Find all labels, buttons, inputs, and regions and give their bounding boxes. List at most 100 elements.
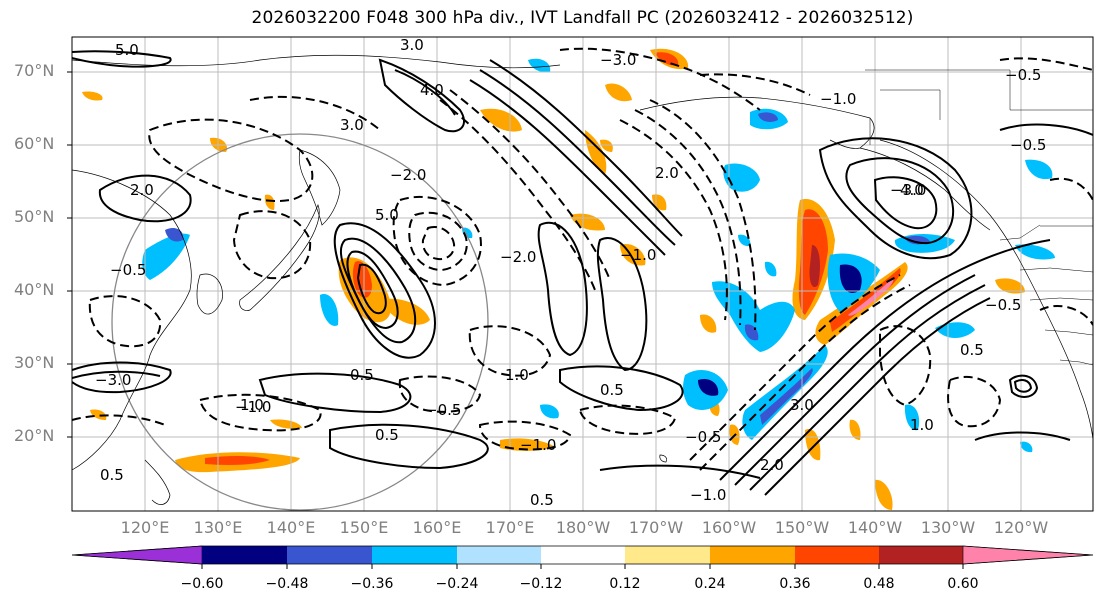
contour-positive <box>764 297 991 496</box>
lon-label-120e: 120°E <box>120 518 170 537</box>
shade-cyan-region <box>320 294 339 326</box>
contour-label: −0.5 <box>1010 136 1046 154</box>
contour-positive <box>873 176 938 230</box>
shade-blue-region <box>165 228 184 242</box>
colorbar-tick-label: 0.60 <box>947 576 979 592</box>
border-line <box>1029 297 1093 301</box>
contour-negative <box>699 73 811 96</box>
coastline-korea <box>196 273 223 315</box>
colorbar-bin <box>457 546 541 564</box>
contour-label: 2.0 <box>655 164 679 182</box>
contour-positive <box>258 372 412 414</box>
colorbar-bin <box>541 546 625 564</box>
colorbar-bin <box>372 546 457 564</box>
political-borders <box>865 69 1093 366</box>
coastline-alaska <box>639 96 875 149</box>
border-line <box>1044 329 1093 336</box>
contour-positive <box>749 284 986 491</box>
shade-cyan-region <box>142 233 190 280</box>
contour-label: −3.0 <box>95 371 131 389</box>
colorbar-ticks <box>201 564 964 569</box>
contour-label: 0.5 <box>530 491 554 509</box>
contour-positive <box>719 239 1051 481</box>
contour-negative <box>468 325 552 377</box>
contour-label: −2.0 <box>390 166 426 184</box>
contour-negative <box>439 99 596 291</box>
contour-negative <box>88 295 162 348</box>
contour-negative <box>634 109 742 326</box>
shade-blue-region <box>758 112 778 122</box>
contour-positive <box>479 69 676 246</box>
shade-red-region <box>352 261 372 298</box>
shade-orange-region <box>652 194 667 211</box>
coastline-japan <box>239 204 320 311</box>
colorbar-tick-label: −0.12 <box>519 576 563 592</box>
shade-orange-region <box>849 419 861 440</box>
shade-orange-region <box>480 108 522 132</box>
colorbar <box>71 545 1094 569</box>
colorbar-tick-label: 0.12 <box>609 576 641 592</box>
shade-orange-region <box>264 194 275 210</box>
colorbar-bin <box>625 546 710 564</box>
contour-negative <box>947 375 1002 428</box>
border-line <box>1019 267 1093 273</box>
shade-orange-region <box>90 409 107 420</box>
coastline-kamchatka <box>298 149 341 226</box>
contour-negative <box>578 404 677 435</box>
contour-negative <box>619 119 728 321</box>
contour-positive <box>469 79 666 256</box>
colorbar-tick-label: −0.60 <box>180 576 224 592</box>
contour-negative <box>249 95 381 131</box>
colorbar-tick-label: 0.24 <box>694 576 726 592</box>
map-frame <box>71 36 1094 512</box>
lon-label-160w: 160°W <box>701 518 757 537</box>
lon-label-160e: 160°E <box>412 518 462 537</box>
contour-label: 1.0 <box>505 366 529 384</box>
contour-positive <box>72 361 172 394</box>
lon-label-170w: 170°W <box>628 518 684 537</box>
lat-ticks <box>67 71 72 438</box>
map-plot-area: −3.0 −3.0 −3.0 −2.0 −2.0 −1.0 −1.0 −1.0 … <box>72 37 1093 511</box>
lon-label-130e: 130°E <box>193 518 243 537</box>
shade-orange-region <box>605 83 632 102</box>
colorbar-bin <box>202 546 287 564</box>
border-line <box>999 224 1041 241</box>
contour-label: 0.5 <box>375 426 399 444</box>
shade-pink-region <box>848 278 894 316</box>
border-line <box>865 69 1093 111</box>
contour-label: −1.0 <box>820 90 856 108</box>
contour-label: 5.0 <box>375 206 399 224</box>
shade-cyan-region <box>1015 244 1055 260</box>
contour-negative <box>1039 305 1093 326</box>
contour-label: 4.0 <box>420 81 444 99</box>
contour-label: −1.0 <box>520 436 556 454</box>
contour-positive <box>999 123 1093 136</box>
lat-label-70n: 70°N <box>14 61 55 80</box>
colorbar-bin <box>879 546 963 564</box>
contour-label: −3.0 <box>600 51 636 69</box>
lat-label-60n: 60°N <box>14 134 55 153</box>
contour-negative <box>72 414 166 426</box>
contour-label: −2.0 <box>500 248 536 266</box>
shade-cyan-region <box>540 404 559 419</box>
colorbar-tick-label: −0.24 <box>435 576 479 592</box>
coastline-north-america <box>879 139 1093 441</box>
contour-positive <box>537 222 588 357</box>
contour-label: 1.0 <box>240 396 264 414</box>
contour-negative <box>478 420 572 451</box>
colorbar-tick-label: 0.48 <box>863 576 895 592</box>
colorbar-tick-label: 0.36 <box>779 576 811 592</box>
contour-label: 3.0 <box>340 116 364 134</box>
lon-label-120w: 120°W <box>993 518 1049 537</box>
range-circle <box>111 133 489 511</box>
contour-label: 3.0 <box>790 396 814 414</box>
contour-negative <box>421 226 456 261</box>
contour-positive <box>72 370 161 379</box>
border-line <box>1059 359 1093 366</box>
contour-negative <box>649 99 757 331</box>
colorbar-extend-high <box>962 545 1094 565</box>
contour-label: −0.5 <box>1005 66 1041 84</box>
shade-orange-region <box>995 278 1025 294</box>
contour-positive <box>1008 374 1039 398</box>
contour-positive <box>818 137 973 260</box>
